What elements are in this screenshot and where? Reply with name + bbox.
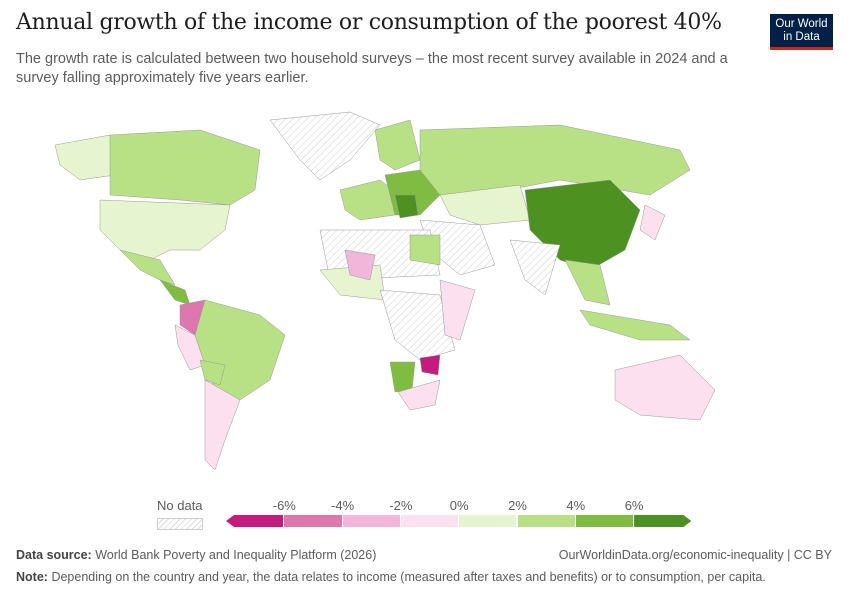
legend-tick-label: 6% <box>624 498 644 513</box>
legend-bin <box>226 515 284 527</box>
region-central-america <box>159 279 191 306</box>
region-zimbabwe <box>419 354 441 376</box>
region-east-africa <box>439 279 476 341</box>
legend-bin <box>575 515 634 527</box>
world-map <box>54 111 716 471</box>
region-australia <box>614 354 716 421</box>
region-peru <box>174 324 206 371</box>
legend-tick-label: 2% <box>508 498 527 513</box>
legend-bin <box>634 515 691 527</box>
source-label: Data source: <box>16 548 92 562</box>
region-greenland <box>269 111 381 181</box>
region-japan <box>639 204 666 241</box>
legend-bin <box>342 515 400 527</box>
data-source: Data source: World Bank Poverty and Ineq… <box>16 548 376 562</box>
logo-line1: Our World <box>775 18 828 30</box>
footer-note: Note: Depending on the country and year,… <box>16 570 766 584</box>
legend-bin <box>400 515 459 527</box>
owid-logo[interactable]: Our World in Data <box>770 14 833 50</box>
legend-tick-label: 0% <box>449 498 469 513</box>
region-indonesia <box>579 309 691 341</box>
note-text: Depending on the country and year, the d… <box>51 570 766 584</box>
region-south-africa <box>397 379 441 411</box>
region-mexico <box>119 249 176 286</box>
region-scandinavia <box>374 119 421 171</box>
legend-tick-label: -6% <box>272 498 296 513</box>
legend-no-data-swatch <box>157 518 203 530</box>
source-url-link[interactable]: OurWorldinData.org/economic-inequality |… <box>558 548 832 562</box>
color-legend: No data -6% -4% -2% 0% 2% 4% 6% <box>0 495 850 535</box>
region-alaska <box>54 134 116 181</box>
legend-no-data-label: No data <box>157 498 203 513</box>
region-bolivia <box>199 359 226 386</box>
region-namibia <box>389 361 416 393</box>
legend-bin <box>459 515 517 527</box>
region-central-africa <box>379 289 456 361</box>
chart-title: Annual growth of the income or consumpti… <box>16 10 722 35</box>
region-balkans <box>394 194 419 219</box>
region-india <box>509 239 561 296</box>
source-text: World Bank Poverty and Inequality Platfo… <box>95 548 377 562</box>
chart-subtitle: The growth rate is calculated between tw… <box>16 51 728 86</box>
legend-bin <box>517 515 575 527</box>
region-niger <box>344 249 376 281</box>
region-argentina-chile <box>204 379 241 471</box>
note-label: Note: <box>16 570 48 584</box>
legend-tick-label: -4% <box>331 498 355 513</box>
region-central-asia <box>439 184 531 226</box>
logo-line2: in Data <box>783 31 820 43</box>
region-egypt <box>409 234 441 266</box>
region-russia <box>419 124 691 196</box>
region-canada <box>109 129 261 206</box>
legend-tick-label: 4% <box>566 498 586 513</box>
region-southeast-asia <box>564 259 611 306</box>
legend-bin <box>284 515 342 527</box>
legend-tick-label: -2% <box>389 498 413 513</box>
region-usa <box>99 199 231 261</box>
